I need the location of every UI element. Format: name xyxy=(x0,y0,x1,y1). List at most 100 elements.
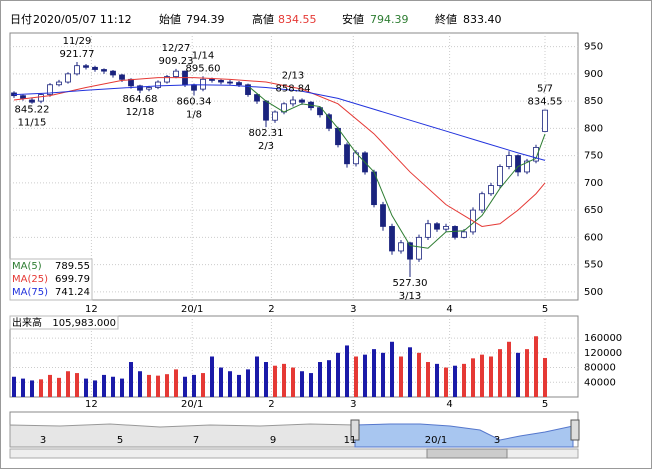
legend-value: 699.79 xyxy=(55,274,90,285)
volume-bar xyxy=(525,349,529,397)
candle-body xyxy=(155,81,161,88)
candle-body xyxy=(38,94,44,102)
volume-bar xyxy=(12,376,16,397)
close: 833.40 xyxy=(463,13,502,26)
volume-bar xyxy=(318,362,322,397)
volume-bar xyxy=(201,373,205,397)
volume-bar xyxy=(327,360,331,397)
candle-body xyxy=(101,69,107,72)
navigator-handle[interactable] xyxy=(350,419,360,441)
candle-body xyxy=(200,78,206,90)
volume-bar xyxy=(39,379,43,397)
candle-body xyxy=(488,185,494,195)
candle-body xyxy=(119,74,125,80)
navigator-label: 9 xyxy=(270,435,276,446)
navigator-label: 3 xyxy=(40,435,46,446)
volume-bar xyxy=(255,356,259,397)
candle-body xyxy=(191,84,197,91)
open: 794.39 xyxy=(186,13,225,26)
candle-body xyxy=(56,81,62,86)
navigator-label: 3 xyxy=(494,435,500,446)
y-tick-label: 550 xyxy=(584,260,603,271)
annotation-value: 860.34 xyxy=(177,96,212,107)
annotation-value: 864.68 xyxy=(123,94,158,105)
ma-line xyxy=(13,84,546,161)
candle-body xyxy=(110,70,116,76)
volume-bar xyxy=(219,367,223,397)
candle-body xyxy=(263,100,269,121)
candle-body xyxy=(92,66,98,70)
volume-label-box xyxy=(9,315,119,330)
legend-value: 741.24 xyxy=(55,287,90,298)
candle-body xyxy=(497,166,503,186)
volume-bar xyxy=(111,376,115,397)
annotation-value: 858.84 xyxy=(276,83,311,94)
volume-bar xyxy=(453,365,457,397)
candle-body xyxy=(434,223,440,230)
navigator-area xyxy=(9,423,356,448)
y-tick-label: 900 xyxy=(584,69,603,80)
candle-body xyxy=(317,107,323,116)
x-tick-label: 4 xyxy=(446,304,452,315)
volume-bar xyxy=(57,377,61,397)
volume-bar xyxy=(282,363,286,397)
volume-bar xyxy=(543,357,547,397)
volume-bar xyxy=(120,378,124,397)
candle-body xyxy=(380,204,386,227)
navigator-handle[interactable] xyxy=(570,419,580,441)
scrollbar-thumb[interactable] xyxy=(426,448,508,459)
candle-body xyxy=(209,78,215,81)
x-tick-label: 2 xyxy=(268,304,274,315)
close-label: 終値 xyxy=(435,12,457,26)
candle-body xyxy=(83,65,89,68)
volume-bar xyxy=(84,378,88,397)
legend-name: MA(25) xyxy=(12,274,48,285)
legend-name: MA(5) xyxy=(12,261,42,272)
candle-body xyxy=(164,76,170,83)
open-label: 始値 xyxy=(159,12,181,26)
high: 834.55 xyxy=(278,13,317,26)
candle-body xyxy=(524,160,530,173)
y-tick-label: 700 xyxy=(584,178,603,189)
candle-body xyxy=(443,226,449,230)
annotation-date: 11/29 xyxy=(63,36,92,47)
volume-bar xyxy=(264,362,268,397)
volume-bar xyxy=(462,363,466,397)
y-tick-label: 500 xyxy=(584,287,603,298)
x-tick-label: 2 xyxy=(268,399,274,410)
navigator-label: 11 xyxy=(344,435,357,446)
candle-body xyxy=(461,231,467,238)
legend-box xyxy=(9,258,93,301)
annotation-value: 527.30 xyxy=(393,278,428,289)
scrollbar[interactable] xyxy=(9,448,579,459)
navigator-label: 20/1 xyxy=(425,435,447,446)
volume-bar xyxy=(489,356,493,397)
candle-body xyxy=(344,144,350,165)
y-tick-label: 800 xyxy=(584,123,603,134)
volume-bar xyxy=(345,345,349,397)
volume-bar xyxy=(426,362,430,397)
annotation-value: 895.60 xyxy=(186,63,221,74)
volume-bar xyxy=(363,354,367,397)
volume-bar xyxy=(372,349,376,397)
date-label: 日付 xyxy=(10,13,32,26)
volume-bar xyxy=(309,373,313,397)
volume-bar xyxy=(336,352,340,397)
candle-body xyxy=(254,94,260,102)
volume-bar xyxy=(381,352,385,397)
volume-bar xyxy=(210,356,214,397)
candle-body xyxy=(398,242,404,252)
legend-value: 789.55 xyxy=(55,261,90,272)
annotation-value: 921.77 xyxy=(60,49,95,60)
volume-bar xyxy=(354,356,358,397)
candle-body xyxy=(74,65,80,75)
volume-bar xyxy=(156,375,160,397)
volume-bar xyxy=(75,373,79,397)
candle-body xyxy=(146,87,152,90)
volume-bar xyxy=(435,363,439,397)
candle-body xyxy=(245,84,251,95)
y-tick-label: 850 xyxy=(584,96,603,107)
candle-body xyxy=(389,226,395,252)
x-tick-label: 4 xyxy=(446,399,452,410)
y-tick-label: 750 xyxy=(584,151,603,162)
